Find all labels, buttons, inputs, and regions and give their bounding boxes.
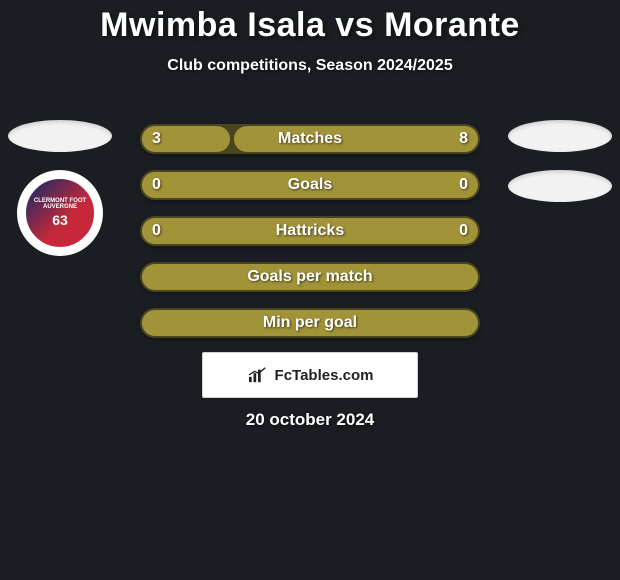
stat-row: Goals per match: [140, 262, 480, 292]
club-logo-inner: CLERMONT FOOT AUVERGNE 63: [23, 176, 97, 250]
club-right-oval: [508, 170, 612, 202]
stat-row: 38Matches: [140, 124, 480, 154]
player-left-oval: [8, 120, 112, 152]
subtitle: Club competitions, Season 2024/2025: [0, 57, 620, 75]
stat-row: 00Goals: [140, 170, 480, 200]
club-logo-left: CLERMONT FOOT AUVERGNE 63: [17, 170, 103, 256]
badge-text: FcTables.com: [275, 367, 374, 384]
stat-label: Goals per match: [140, 268, 480, 286]
stat-label: Matches: [140, 130, 480, 148]
stat-label: Hattricks: [140, 222, 480, 240]
chart-icon: [247, 366, 269, 384]
stats-container: 38Matches 00Goals 00Hattricks Goals per mat…: [140, 124, 480, 354]
right-side: [500, 120, 620, 202]
stat-row: 00Hattricks: [140, 216, 480, 246]
club-logo-line1: CLERMONT FOOT: [34, 198, 86, 205]
left-side: CLERMONT FOOT AUVERGNE 63: [0, 120, 120, 256]
player-right-oval: [508, 120, 612, 152]
page-title: Mwimba Isala vs Morante: [0, 0, 620, 45]
club-logo-number: 63: [52, 213, 68, 228]
stat-row: Min per goal: [140, 308, 480, 338]
club-logo-line2: AUVERGNE: [43, 204, 77, 211]
date-text: 20 october 2024: [0, 410, 620, 430]
stat-label: Goals: [140, 176, 480, 194]
source-badge: FcTables.com: [202, 352, 418, 398]
stat-label: Min per goal: [140, 314, 480, 332]
